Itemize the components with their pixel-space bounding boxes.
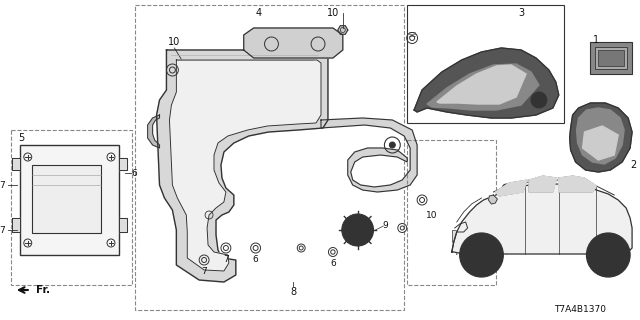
Polygon shape — [577, 108, 624, 164]
Polygon shape — [119, 158, 127, 170]
Bar — [591, 42, 632, 74]
Text: 10: 10 — [426, 211, 438, 220]
Polygon shape — [338, 26, 348, 34]
Text: 3: 3 — [518, 8, 524, 18]
Polygon shape — [157, 50, 328, 282]
Polygon shape — [488, 195, 497, 204]
Polygon shape — [529, 176, 557, 192]
Circle shape — [348, 220, 367, 240]
Text: 5: 5 — [18, 133, 24, 143]
Circle shape — [502, 184, 510, 192]
Circle shape — [342, 214, 374, 246]
Bar — [11, 130, 132, 285]
Text: 6: 6 — [253, 255, 259, 265]
Bar — [32, 165, 101, 233]
Text: 6: 6 — [131, 169, 137, 178]
Polygon shape — [170, 60, 321, 271]
Text: 1: 1 — [593, 35, 600, 45]
Polygon shape — [119, 218, 127, 232]
Polygon shape — [452, 184, 632, 254]
Polygon shape — [437, 65, 526, 104]
Bar — [598, 50, 624, 66]
Bar — [20, 145, 119, 255]
Bar — [595, 47, 627, 69]
Bar — [135, 5, 404, 310]
Text: 6: 6 — [330, 259, 336, 268]
Polygon shape — [559, 176, 596, 192]
Polygon shape — [427, 64, 539, 110]
Text: 9: 9 — [383, 220, 388, 229]
Text: 7: 7 — [0, 226, 5, 235]
Polygon shape — [244, 28, 343, 58]
Text: Fr.: Fr. — [36, 285, 50, 295]
Polygon shape — [321, 118, 417, 192]
Circle shape — [468, 241, 495, 269]
Circle shape — [460, 233, 503, 277]
Polygon shape — [148, 115, 159, 148]
Text: 8: 8 — [290, 287, 296, 297]
Bar — [407, 140, 497, 285]
Text: 7: 7 — [0, 180, 5, 189]
Circle shape — [595, 241, 622, 269]
Text: 4: 4 — [255, 8, 262, 18]
Polygon shape — [495, 180, 527, 196]
Circle shape — [476, 249, 488, 261]
Text: 10: 10 — [168, 37, 180, 47]
Text: 2: 2 — [630, 160, 636, 170]
Bar — [204, 185, 216, 197]
Polygon shape — [12, 218, 20, 232]
Circle shape — [389, 142, 396, 148]
Circle shape — [531, 92, 547, 108]
Circle shape — [540, 179, 546, 185]
Circle shape — [470, 68, 509, 108]
Circle shape — [477, 76, 501, 100]
Circle shape — [586, 233, 630, 277]
Bar — [452, 230, 466, 242]
Polygon shape — [582, 126, 618, 160]
Polygon shape — [12, 158, 20, 170]
Circle shape — [586, 124, 614, 152]
Text: 7: 7 — [201, 268, 207, 276]
Text: 10: 10 — [327, 8, 339, 18]
Circle shape — [602, 249, 614, 261]
Polygon shape — [414, 48, 559, 118]
Circle shape — [593, 130, 608, 146]
Polygon shape — [570, 103, 632, 172]
Text: 7: 7 — [223, 255, 228, 265]
Bar — [407, 5, 564, 123]
Text: T7A4B1370: T7A4B1370 — [554, 306, 606, 315]
